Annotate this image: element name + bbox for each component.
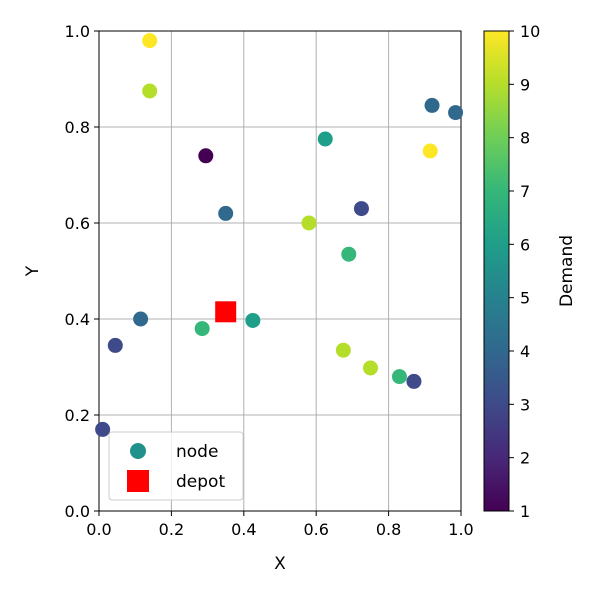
node-point — [406, 373, 422, 389]
y-tick-label: 1.0 — [65, 22, 90, 41]
legend-node-label: node — [176, 442, 218, 462]
node-point — [301, 215, 317, 231]
node-point — [107, 337, 123, 353]
node-point — [317, 131, 333, 147]
node-point — [363, 360, 378, 376]
y-tick-label: 0.0 — [65, 502, 90, 521]
x-tick-label: 0.2 — [159, 520, 184, 539]
x-axis-label: X — [274, 554, 286, 574]
y-tick-label: 0.8 — [65, 118, 90, 137]
node-point — [194, 321, 210, 337]
depot-point — [215, 301, 237, 323]
node-point — [424, 97, 440, 113]
y-tick-label: 0.2 — [65, 406, 90, 425]
plot-area-frame — [98, 30, 462, 512]
node-point — [133, 311, 149, 327]
legend-depot-label: depot — [176, 472, 225, 492]
colorbar: 1 2 3 4 5 6 7 8 9 10 Demand — [483, 22, 577, 521]
colorbar-tick-label: 1 — [520, 502, 530, 521]
node-point — [245, 312, 261, 328]
legend-depot-marker — [127, 470, 149, 492]
node-point — [142, 83, 158, 99]
legend-node-marker — [130, 443, 146, 459]
node-point — [142, 33, 158, 49]
y-axis-label: Y — [23, 265, 43, 277]
colorbar-tick-label: 2 — [520, 449, 530, 468]
colorbar-tick-label: 8 — [520, 129, 530, 148]
data-points — [95, 33, 464, 437]
node-point — [335, 342, 351, 358]
node-point — [422, 143, 438, 159]
node-point — [353, 201, 369, 217]
y-tick-label: 0.4 — [65, 310, 90, 329]
node-point — [341, 246, 357, 262]
colorbar-tick-label: 7 — [520, 182, 530, 201]
x-tick-label: 1.0 — [448, 520, 473, 539]
y-tick-label: 0.6 — [65, 214, 90, 233]
colorbar-tick-label: 10 — [520, 22, 540, 41]
colorbar-tick-label: 9 — [520, 75, 530, 94]
node-point — [198, 148, 214, 164]
x-axis-ticks: 0.0 0.2 0.4 0.6 0.8 1.0 — [86, 511, 474, 539]
colorbar-ticks: 1 2 3 4 5 6 7 8 9 10 — [509, 22, 540, 521]
node-point — [218, 205, 234, 221]
colorbar-tick-label: 6 — [520, 235, 530, 254]
x-tick-label: 0.8 — [376, 520, 401, 539]
colorbar-tick-label: 4 — [520, 342, 530, 361]
x-tick-label: 0.0 — [86, 520, 111, 539]
colorbar-tick-label: 5 — [520, 289, 530, 308]
legend: node depot — [108, 431, 244, 501]
x-tick-label: 0.6 — [303, 520, 328, 539]
node-point — [391, 369, 407, 385]
x-tick-label: 0.4 — [231, 520, 256, 539]
node-point — [448, 105, 464, 121]
colorbar-label: Demand — [557, 235, 577, 307]
colorbar-tick-label: 3 — [520, 395, 530, 414]
y-axis-ticks: 0.0 0.2 0.4 0.6 0.8 1.0 — [65, 22, 99, 521]
node-point — [95, 421, 111, 437]
colorbar-gradient — [483, 30, 510, 512]
